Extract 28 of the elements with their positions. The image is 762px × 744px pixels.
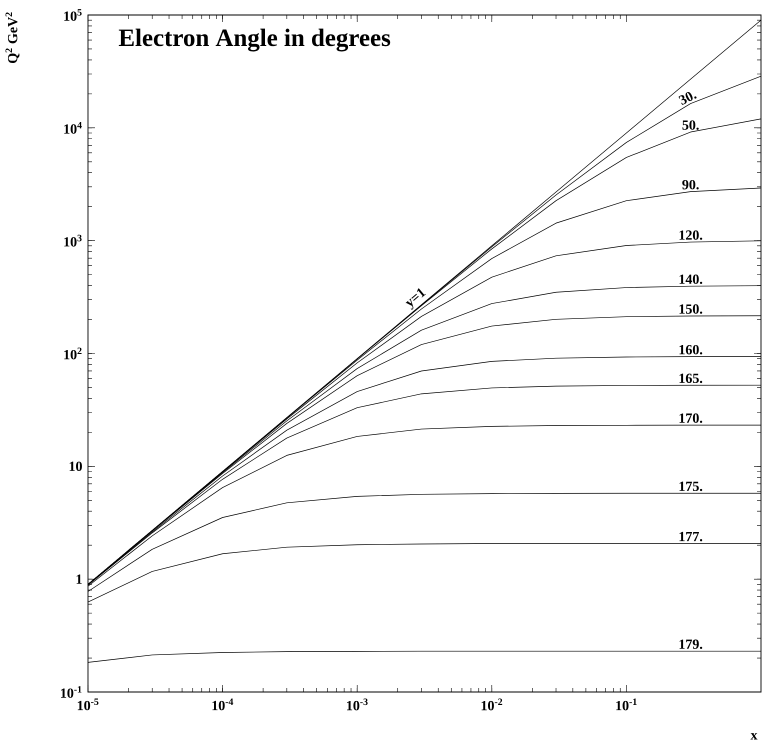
series-label: 140. xyxy=(680,274,702,284)
y-tick-label: 1 xyxy=(76,574,82,584)
x-tick-label: 10$^{-5}$ xyxy=(78,698,98,710)
y-tick-label: 10$^{-1}$ xyxy=(61,686,82,698)
text: Electron Angle in degrees xyxy=(118,28,390,52)
series-label: 90. xyxy=(682,180,699,190)
series-label: 160. xyxy=(680,344,702,354)
series-label: 177. xyxy=(680,532,702,542)
series-label: 170. xyxy=(680,413,702,423)
series-label: 150. xyxy=(680,304,702,314)
y-tick-label: 10$^{4}$ xyxy=(64,122,82,134)
x-axis-title: x xyxy=(750,733,758,740)
y-tick-label: 10$^{5}$ xyxy=(64,9,82,21)
x-tick-label: 10$^{-2}$ xyxy=(482,698,502,710)
x-tick-label: 10$^{-3}$ xyxy=(347,698,368,710)
x-tick-label: 10$^{-1}$ xyxy=(616,698,637,710)
y-tick-label: 10 xyxy=(70,462,82,472)
text: 30. xyxy=(678,92,697,105)
y-axis-title: Q$^{2}$ GeV$^{2}$ xyxy=(6,12,20,64)
series-label: 175. xyxy=(680,482,702,492)
x-tick-label: 10$^{-4}$ xyxy=(212,698,234,710)
series-label: 50. xyxy=(682,120,699,130)
series-label: 179. xyxy=(680,640,702,649)
text: y=1 xyxy=(406,288,426,310)
y-tick-label: 10$^{2}$ xyxy=(64,348,82,360)
series-label: 120. xyxy=(680,230,702,240)
y-tick-label: 10$^{3}$ xyxy=(64,234,82,247)
series-label: 165. xyxy=(680,374,702,384)
